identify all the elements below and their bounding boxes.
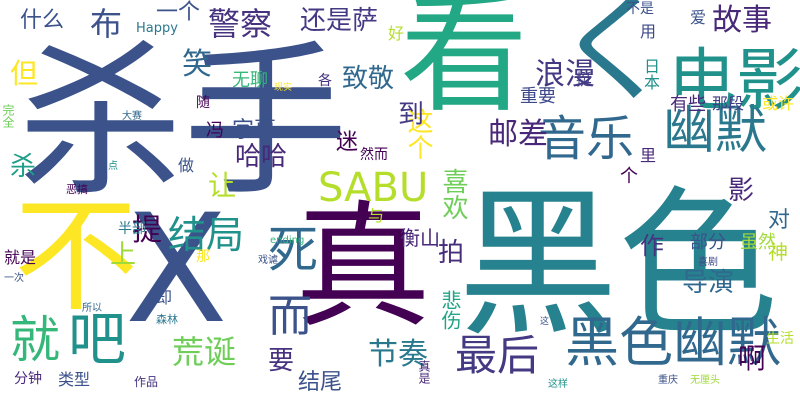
cloud-word: 无聊 [232,70,268,91]
cloud-word: く [555,0,675,119]
cloud-word: 喜欢 [438,168,468,220]
cloud-word: 所以 [82,303,102,314]
cloud-word: 却 [156,288,173,307]
cloud-word: 完全 [1,104,15,128]
cloud-word: X [125,183,228,357]
cloud-word: 与 [368,206,385,225]
cloud-word: 喜剧 [698,257,718,268]
cloud-word: 这样 [548,379,568,390]
cloud-word: 迷 [336,130,359,155]
cloud-word: 上 [110,240,137,270]
cloud-word: ending [270,235,305,246]
cloud-word: 杀手 [18,26,348,218]
cloud-word: 邮差 [488,117,548,152]
cloud-word: 重庆 [658,375,678,386]
cloud-word: 黑色 [458,171,779,358]
cloud-word: 影 [728,176,755,206]
cloud-word: 死 [268,221,318,279]
cloud-word: 日本 [641,58,660,90]
cloud-word: 导演 [682,268,735,298]
cloud-word: 作 [640,232,664,260]
cloud-word: 不 [14,185,139,329]
cloud-word: 做 [178,156,195,175]
cloud-word: 字幕 [232,118,277,143]
cloud-word: 结尾 [298,370,343,395]
cloud-word: 警察 [208,5,273,43]
cloud-word: 分钟 [14,371,42,387]
cloud-word: 冯 [206,120,224,141]
cloud-word: 个 [620,166,638,187]
cloud-word: 重要 [520,86,556,107]
cloud-word: 里 [640,146,657,165]
cloud-word: 这个 [403,108,433,160]
cloud-word: 啊 [738,342,767,375]
cloud-word: 真 [295,189,431,347]
cloud-word: 部分 [690,232,726,253]
cloud-word: 一次 [4,273,24,284]
cloud-word: 而 [268,291,312,342]
cloud-word: 故事 [712,3,772,38]
cloud-word: 还是萨 [300,6,379,36]
cloud-word: 杀 [10,152,37,182]
cloud-word: 看 [400,0,529,130]
cloud-word: 节奏 [368,337,428,372]
cloud-word: 生活 [766,331,794,347]
cloud-word: 森林 [156,313,178,326]
cloud-word: 作品 [134,375,159,389]
cloud-word: 点 [108,161,118,172]
cloud-word: 好 [388,24,405,43]
cloud-word: 布 [90,5,123,43]
cloud-word: 那段 [712,94,745,113]
cloud-word: 无厘头 [690,375,720,386]
cloud-word: 提 [132,213,162,248]
cloud-word: Happy [136,21,178,36]
cloud-word: 就是 [4,248,37,267]
cloud-word: 半部 [118,221,146,237]
cloud-word: 类型 [58,370,91,389]
cloud-word: 致敬 [342,64,395,94]
cloud-word: 这 [540,317,550,327]
cloud-word: 然而 [360,147,388,163]
cloud-word: 现实 [274,83,293,93]
cloud-word: 到 [398,100,425,130]
cloud-word: 随 [196,95,210,111]
cloud-word: 大赛 [122,111,142,122]
cloud-word: 衡山 [400,226,440,250]
cloud-word: 电影 [668,42,800,121]
cloud-word: 或许 [762,94,795,113]
cloud-word: 笑 [182,47,212,82]
cloud-word: 不是 [626,1,654,17]
cloud-word: 恶搞 [66,183,88,196]
cloud-word: 要 [268,346,295,376]
cloud-word: 幽默 [663,101,768,161]
cloud-word: 让 [208,169,237,202]
cloud-word: 音乐 [538,111,635,167]
cloud-word: 浪漫 [535,57,595,92]
cloud-word: 但 [10,57,39,90]
cloud-word: 悲伤 [438,290,462,330]
cloud-word: 戏谑 [258,255,278,266]
cloud-word: 爱 [690,8,707,27]
cloud-word: 什么 [20,8,65,33]
cloud-word: 拍 [438,238,465,268]
cloud-word: 挺 [576,70,593,89]
cloud-word: 黑色幽默 [565,311,781,374]
cloud-word: 神 [768,240,788,264]
cloud-word: 用 [640,22,657,41]
cloud-word: 虽然 [740,232,776,253]
cloud-word: 就 [10,311,60,369]
cloud-word: 荒诞 [172,333,237,371]
cloud-word: 对 [768,208,791,233]
cloud-word: 哈哈 [235,142,288,172]
cloud-word: 一个 [156,0,201,25]
cloud-word: 真是 [417,360,431,384]
cloud-word: SABU [318,165,429,211]
cloud-word: 有些 [670,94,706,115]
cloud-word: 那 [196,249,210,265]
cloud-word: 各 [318,73,332,89]
cloud-word: 结局 [168,213,245,257]
cloud-word: 最后 [455,331,540,380]
cloud-word: 吧 [68,305,127,373]
